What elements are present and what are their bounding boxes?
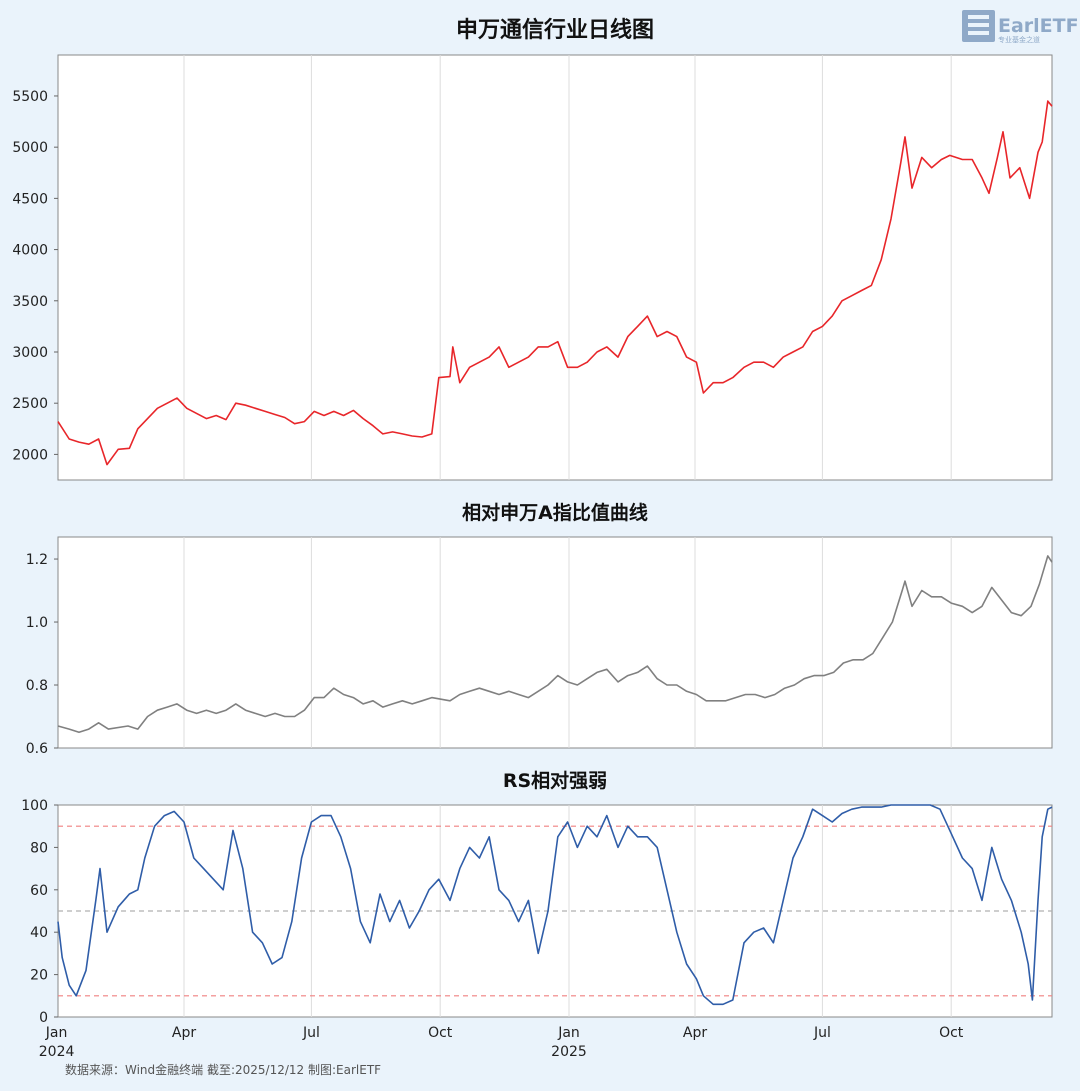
y-tick-label: 60 — [30, 883, 48, 899]
y-tick-label: 100 — [21, 798, 48, 814]
x-tick-label: Jan — [557, 1025, 580, 1041]
y-tick-label: 4000 — [12, 243, 48, 259]
logo-text: EarlETF — [998, 15, 1079, 37]
x-tick-label: Oct — [428, 1025, 453, 1041]
y-tick-label: 5500 — [12, 89, 48, 105]
series-line — [57, 555, 1053, 734]
data-source-note: 数据来源：Wind金融终端 截至:2025/12/12 制图:EarlETF — [65, 1062, 381, 1077]
y-tick-label: 4500 — [12, 191, 48, 207]
y-tick-label: 1.0 — [26, 615, 48, 631]
x-tick-sublabel: 2025 — [551, 1044, 587, 1060]
y-tick-label: 3000 — [12, 345, 48, 361]
x-tick-label: Apr — [172, 1025, 196, 1041]
logo-mark-bar — [968, 15, 989, 19]
y-tick-label: 5000 — [12, 140, 48, 156]
y-tick-label: 0.8 — [26, 678, 48, 694]
logo-subtext: 专业基金之道 — [998, 35, 1040, 44]
x-tick-label: Jul — [813, 1025, 831, 1041]
x-tick-label: Jan — [45, 1025, 68, 1041]
plot-area — [57, 536, 1053, 749]
y-tick-label: 1.2 — [26, 552, 48, 568]
y-tick-label: 40 — [30, 925, 48, 941]
y-tick-label: 2000 — [12, 447, 48, 463]
x-tick-label: Apr — [683, 1025, 707, 1041]
y-tick-label: 3500 — [12, 294, 48, 310]
y-tick-label: 2500 — [12, 396, 48, 412]
logo-mark-bar — [968, 23, 989, 27]
series-line — [57, 100, 1053, 466]
y-tick-label: 20 — [30, 968, 48, 984]
logo: EarlETF 专业基金之道 — [962, 10, 1079, 44]
x-tick-sublabel: 2024 — [39, 1044, 75, 1060]
plot-area — [57, 54, 1053, 481]
y-tick-label: 0.6 — [26, 741, 48, 757]
series-line — [57, 804, 1053, 1006]
chart-subtitle: RS相对强弱 — [503, 769, 607, 792]
y-tick-label: 0 — [39, 1010, 48, 1026]
logo-mark-bar — [968, 31, 989, 35]
x-tick-label: Jul — [302, 1025, 320, 1041]
x-tick-label: Oct — [939, 1025, 964, 1041]
chart-subtitle: 相对申万A指比值曲线 — [462, 501, 648, 524]
chart-title: 申万通信行业日线图 — [456, 17, 654, 43]
y-tick-label: 80 — [30, 840, 48, 856]
